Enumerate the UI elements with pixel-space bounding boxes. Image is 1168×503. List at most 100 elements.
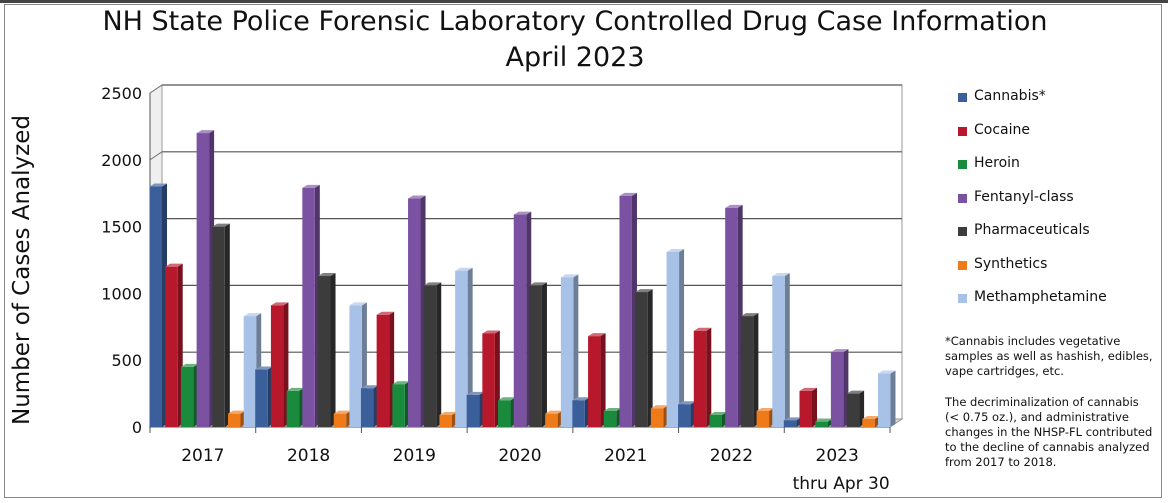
bar-top <box>678 401 696 405</box>
chart-plot: 0 500 1000 1500 2000 2500 2017 2018 2019 2020 2021… <box>101 84 904 494</box>
bar-top <box>286 387 305 391</box>
bar-top <box>360 385 379 389</box>
bar-top <box>635 289 653 293</box>
bar-side <box>541 282 547 427</box>
y-tick-label: 0 <box>132 418 142 437</box>
bar-cocaine-2018 <box>270 302 289 427</box>
bar-top <box>392 381 410 385</box>
bar-top <box>772 273 790 277</box>
bar-front <box>799 390 812 427</box>
bar-cocaine-2019 <box>376 311 395 427</box>
bar-front <box>725 207 738 427</box>
legend-label: Cocaine <box>974 121 1030 138</box>
bar-top <box>270 302 289 306</box>
y-tick-label: 2000 <box>101 151 142 170</box>
bar-cannabis-2018 <box>255 366 273 427</box>
bar-front <box>439 414 452 427</box>
bar-front <box>650 408 664 427</box>
bar-top <box>588 333 606 337</box>
legend-swatch <box>958 93 967 102</box>
bar-top <box>666 248 685 252</box>
bar-top <box>756 407 775 411</box>
bar-methamphetamine-2023 <box>877 370 896 427</box>
bar-front <box>349 305 362 427</box>
gridline-diagonal <box>149 84 163 94</box>
bar-fentanyl-class-2020 <box>513 211 532 427</box>
bar-cannabis-2020 <box>466 391 485 427</box>
bar-methamphetamine-2021 <box>666 248 685 427</box>
bar-front <box>877 373 891 427</box>
legend-label: Pharmaceuticals <box>974 222 1090 238</box>
bar-cannabis-2022 <box>678 401 696 427</box>
bar-front <box>666 251 680 427</box>
bar-front <box>180 366 194 427</box>
bar-front <box>772 276 785 427</box>
legend-swatch <box>958 294 967 303</box>
bar-front <box>302 187 315 427</box>
bar-top <box>799 387 817 391</box>
bar-top <box>513 211 532 215</box>
bar-top <box>783 417 802 421</box>
bar-side <box>753 313 759 427</box>
bar-side <box>467 267 473 427</box>
x-tick-label-2017: 2017 <box>181 446 224 466</box>
bar-fentanyl-class-2018 <box>302 184 320 427</box>
legend-label: Methamphetamine <box>974 289 1107 305</box>
bar-top <box>815 418 833 422</box>
bar-top <box>560 274 579 278</box>
legend-swatch <box>958 227 967 236</box>
x-tick-label-2023: 2023 <box>816 446 859 466</box>
bar-pharmaceuticals-2019 <box>423 282 442 427</box>
bar-heroin-2018 <box>286 387 305 427</box>
cannabis-footnote: *Cannabis includes vegetative samples as… <box>945 334 1153 378</box>
bar-front <box>212 226 225 427</box>
bar-cocaine-2017 <box>165 263 183 427</box>
bar-front <box>815 421 828 427</box>
bar-top <box>228 410 246 414</box>
bar-heroin-2022 <box>709 411 727 427</box>
bar-front <box>455 270 468 427</box>
bar-side <box>679 248 685 427</box>
bar-methamphetamine-2020 <box>560 274 579 427</box>
bar-front <box>376 314 390 427</box>
bar-top <box>846 390 865 394</box>
bar-cocaine-2021 <box>588 333 606 427</box>
bar-top <box>318 273 336 277</box>
x-tick-label-2022: 2022 <box>710 446 753 466</box>
bar-fentanyl-class-2021 <box>619 192 637 427</box>
bar-top <box>830 349 849 353</box>
bar-front <box>560 277 574 427</box>
bar-top <box>740 313 759 317</box>
bar-front <box>318 276 331 427</box>
bar-top <box>482 330 500 334</box>
bar-top <box>455 267 473 271</box>
legend-swatch <box>958 160 967 169</box>
bar-top <box>376 311 395 315</box>
bar-pharmaceuticals-2018 <box>318 273 336 427</box>
y-tick-label: 2500 <box>101 84 142 103</box>
bar-front <box>196 133 210 427</box>
bar-side <box>600 333 606 427</box>
bar-front <box>709 414 722 427</box>
legend-label: Cannabis* <box>974 88 1046 104</box>
bar-front <box>423 285 437 427</box>
legend-label: Fentanyl-class <box>974 188 1074 205</box>
bar-top <box>877 370 896 374</box>
bar-side <box>890 370 896 427</box>
bar-fentanyl-class-2022 <box>725 204 743 427</box>
bar-front <box>270 305 284 427</box>
bar-side <box>436 282 442 427</box>
bar-front <box>693 330 707 427</box>
bar-front <box>740 316 754 427</box>
bar-pharmaceuticals-2022 <box>740 313 759 427</box>
bar-synthetics-2017 <box>228 410 246 427</box>
legend-label: Synthetics <box>974 255 1048 272</box>
bar-top <box>255 366 273 370</box>
bar-top <box>862 415 880 419</box>
bar-fentanyl-class-2023 <box>830 349 849 427</box>
bar-front <box>603 410 617 427</box>
bar-side <box>859 390 865 427</box>
bar-top <box>693 327 712 331</box>
bar-top <box>439 411 457 415</box>
bar-front <box>588 336 601 427</box>
